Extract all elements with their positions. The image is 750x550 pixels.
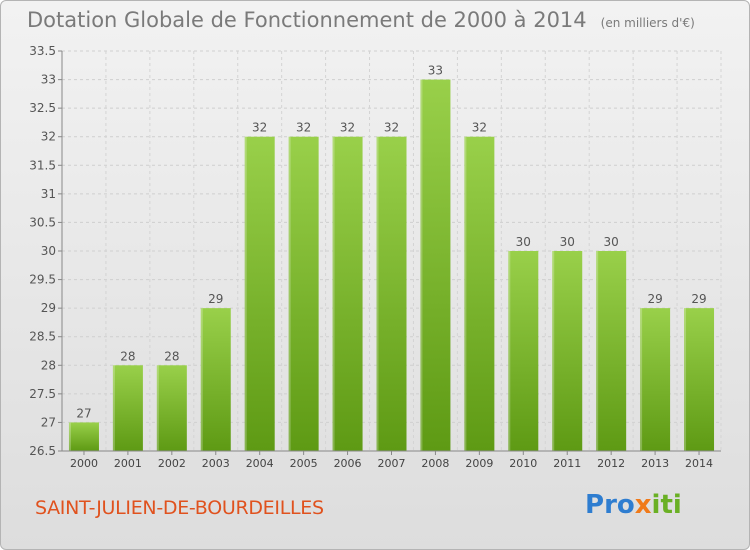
- x-tick-label: 2014: [685, 457, 713, 470]
- bar-2008: [420, 79, 451, 452]
- unit-note: (en milliers d'€): [600, 16, 695, 30]
- y-tick-label: 27.5: [29, 387, 56, 401]
- bar-2012: [596, 251, 627, 451]
- bar-2014: [684, 308, 715, 451]
- x-tick-label: 2012: [597, 457, 625, 470]
- bar-2000: [68, 422, 99, 451]
- y-tick-label: 33.5: [29, 44, 56, 58]
- x-tick-label: 2011: [553, 457, 581, 470]
- data-label: 27: [76, 406, 91, 420]
- data-label: 32: [296, 121, 311, 135]
- bar-2011: [552, 251, 583, 451]
- data-label: 28: [164, 349, 179, 363]
- commune-name: SAINT-JULIEN-DE-BOURDEILLES: [35, 497, 324, 519]
- x-tick-label: 2001: [114, 457, 142, 470]
- data-label: 29: [691, 292, 706, 306]
- data-label: 30: [516, 235, 531, 249]
- data-label: 30: [604, 235, 619, 249]
- x-tick-label: 2004: [246, 457, 274, 470]
- x-tick-label: 2007: [378, 457, 406, 470]
- bar-2003: [200, 308, 231, 451]
- bar-highlight: [684, 308, 687, 451]
- bar-highlight: [112, 365, 115, 451]
- bar-highlight: [244, 136, 247, 451]
- bar-highlight: [508, 251, 511, 451]
- y-tick-label: 27: [41, 415, 56, 429]
- axis-layer: 26.5 27 27.5 28 28.5 29 29.5 30 30.5 31 31.5 32 32.5…: [29, 44, 721, 470]
- data-label: 28: [120, 349, 135, 363]
- bar-highlight: [552, 251, 555, 451]
- bar-2007: [376, 136, 407, 451]
- data-label: 32: [340, 121, 355, 135]
- x-tick-label: 2009: [465, 457, 493, 470]
- bar-2005: [288, 136, 319, 451]
- bar-layer: 27 28 28 29 32 32 32 32 33 32 30 30 30 29 29: [68, 64, 715, 452]
- bar-2013: [640, 308, 671, 451]
- bar-2006: [332, 136, 363, 451]
- data-label: 32: [472, 121, 487, 135]
- bar-2009: [464, 136, 495, 451]
- bar-2002: [156, 365, 187, 451]
- y-tick-label: 32: [41, 130, 56, 144]
- y-tick-label: 30.5: [29, 215, 56, 229]
- chart-title: Dotation Globale de Fonctionnement de 20…: [27, 8, 695, 32]
- bar-highlight: [596, 251, 599, 451]
- data-label: 30: [560, 235, 575, 249]
- data-label: 29: [647, 292, 662, 306]
- y-tick-label: 33: [41, 73, 56, 87]
- y-tick-label: 32.5: [29, 101, 56, 115]
- y-tick-label: 28.5: [29, 330, 56, 344]
- bar-2001: [112, 365, 143, 451]
- bar-highlight: [156, 365, 159, 451]
- x-tick-label: 2008: [421, 457, 449, 470]
- data-label: 32: [252, 121, 267, 135]
- bar-2010: [508, 251, 539, 451]
- bar-highlight: [288, 136, 291, 451]
- proxiti-logo: Proxiti: [585, 490, 682, 520]
- bar-highlight: [640, 308, 643, 451]
- bar-2004: [244, 136, 275, 451]
- y-tick-label: 29.5: [29, 273, 56, 287]
- y-tick-label: 28: [41, 358, 56, 372]
- bar-highlight: [376, 136, 379, 451]
- y-tick-label: 31: [41, 187, 56, 201]
- bar-highlight: [420, 79, 423, 452]
- y-tick-label: 29: [41, 301, 56, 315]
- bar-highlight: [200, 308, 203, 451]
- bar-highlight: [464, 136, 467, 451]
- data-label: 29: [208, 292, 223, 306]
- bar-highlight: [68, 422, 71, 451]
- x-tick-label: 2003: [202, 457, 230, 470]
- x-tick-label: 2006: [334, 457, 362, 470]
- data-label: 33: [428, 64, 443, 78]
- data-label: 32: [384, 121, 399, 135]
- x-tick-label: 2000: [70, 457, 98, 470]
- x-tick-label: 2013: [641, 457, 669, 470]
- y-tick-label: 26.5: [29, 444, 56, 458]
- bar-highlight: [332, 136, 335, 451]
- x-tick-label: 2002: [158, 457, 186, 470]
- x-tick-label: 2010: [509, 457, 537, 470]
- x-tick-label: 2005: [290, 457, 318, 470]
- y-tick-label: 30: [41, 244, 56, 258]
- y-tick-label: 31.5: [29, 158, 56, 172]
- title-text: Dotation Globale de Fonctionnement de 20…: [27, 8, 587, 32]
